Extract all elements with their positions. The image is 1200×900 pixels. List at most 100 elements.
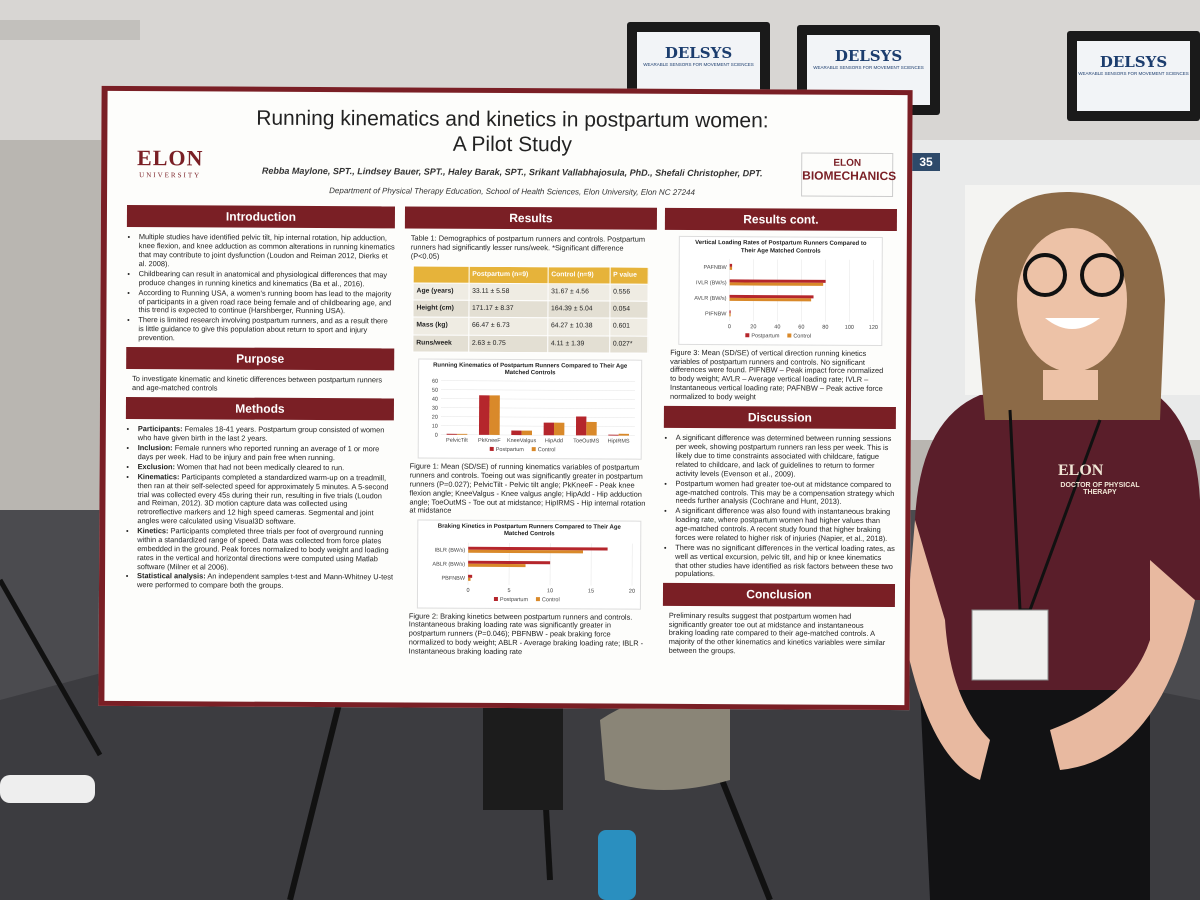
y-tick-label: PAFNBW <box>704 265 728 271</box>
sign-tagline: WEARABLE SENSORS FOR MOVEMENT SCIENCES <box>643 62 754 67</box>
x-tick-label: 0 <box>728 324 731 330</box>
bar <box>729 279 826 283</box>
chart-plot: 0 10 20 30 40 50 60 PelvicTilt PkKneeF KneeValgus… <box>432 379 636 453</box>
legend-swatch <box>493 596 498 601</box>
title-line: Running kinematics and kinetics in postp… <box>256 106 769 133</box>
bullet: A significant difference was determined … <box>676 433 896 480</box>
bar <box>575 416 587 436</box>
x-tick-label: 40 <box>774 324 780 330</box>
bullet-list: Participants: Females 18-41 years. Postp… <box>125 424 394 591</box>
bullet-label: Participants: <box>137 424 183 434</box>
chart-title: Running Kinematics of Postpartum Runners… <box>433 362 628 377</box>
bar <box>468 563 526 567</box>
lab-logo: ELON BIOMECHANICS <box>801 152 897 198</box>
bar <box>729 263 733 267</box>
legend-label: Control <box>793 333 811 339</box>
table-row: Age (years) 33.11 ± 5.58 31.67 ± 4.56 0.556 <box>413 283 649 302</box>
legend-swatch <box>489 447 494 452</box>
bullet: Participants: Females 18-41 years. Postp… <box>137 424 394 444</box>
table-row: Runs/week 2.63 ± 0.75 4.11 ± 1.39 0.027* <box>412 334 648 354</box>
grid-line <box>440 407 635 410</box>
x-tick-label: 5 <box>507 588 510 594</box>
section-heading: Conclusion <box>662 583 896 607</box>
y-tick-label: 20 <box>432 415 438 421</box>
bar <box>729 282 824 286</box>
bar <box>543 422 555 436</box>
bar <box>618 433 629 436</box>
bar <box>468 577 471 581</box>
legend-label: Control <box>538 447 556 453</box>
x-tick-label: 80 <box>822 324 828 330</box>
chart: Braking Kinetics in Postpartum Runners C… <box>416 519 642 610</box>
bar <box>729 266 733 270</box>
bottle <box>598 830 636 900</box>
header-cell: P value <box>609 267 649 285</box>
logo-text: ELON <box>137 145 204 171</box>
row-label: Height (cm) <box>412 300 469 318</box>
bar <box>489 395 500 436</box>
legend-label: Postpartum <box>500 597 529 603</box>
glasses <box>1023 253 1067 297</box>
row-label: Runs/week <box>412 334 469 353</box>
section-heading: Introduction <box>126 205 396 229</box>
section-heading: Results cont. <box>664 207 897 232</box>
bullet-text: Female runners who reported running an a… <box>137 443 380 463</box>
cell: 0.054 <box>609 301 649 319</box>
bar <box>511 430 522 436</box>
bullet: Kinetics: Participants completed three t… <box>137 526 393 573</box>
table-row: Mass (kg) 66.47 ± 6.73 64.27 ± 10.38 0.601 <box>412 317 648 336</box>
section-heading: Purpose <box>126 346 395 371</box>
cell: 2.63 ± 0.75 <box>468 334 548 353</box>
x-tick-label: 60 <box>798 324 804 330</box>
x-tick-label: 0 <box>466 587 469 593</box>
bullet: There is limited research involving post… <box>138 315 394 344</box>
caption: Figure 3: Mean (SD/SE) of vertical direc… <box>669 347 884 402</box>
y-tick-label: 50 <box>432 388 438 394</box>
badge <box>971 609 1049 681</box>
bar <box>456 434 468 435</box>
column: Introduction Multiple studies have ident… <box>125 201 396 596</box>
shirt-logo: ELON <box>1058 462 1104 479</box>
y-tick-label: 60 <box>432 379 438 385</box>
chart-title: Vertical Loading Rates of Postpartum Run… <box>695 240 867 255</box>
cell: 171.17 ± 8.37 <box>468 300 548 319</box>
y-tick-label: PBFNBW <box>442 575 466 581</box>
bar <box>468 574 473 578</box>
header-cell: Control (n=9) <box>547 266 610 285</box>
bar <box>553 422 565 436</box>
bar <box>729 294 814 299</box>
x-tick-label: 20 <box>750 324 756 330</box>
grid-line <box>441 389 636 392</box>
x-tick-label: 10 <box>547 588 553 594</box>
cell: 0.027* <box>609 335 648 354</box>
arm <box>1050 560 1195 770</box>
lab-logo-text: BIOMECHANICS <box>802 168 897 184</box>
x-tick-label: KneeValgus <box>507 438 537 444</box>
section-heading: Methods <box>125 397 394 421</box>
bullet: According to Running USA, a women's runn… <box>138 288 394 317</box>
cell: 33.11 ± 5.58 <box>468 283 548 302</box>
y-tick-label: AVLR (BW/s) <box>694 296 726 302</box>
chart: Vertical Loading Rates of Postpartum Run… <box>678 236 883 346</box>
column: Results Table 1: Demographics of postpar… <box>403 202 657 661</box>
bar <box>521 430 533 436</box>
rolled-poster <box>0 775 95 803</box>
paragraph: Preliminary results suggest that postpar… <box>668 610 886 656</box>
bar <box>468 560 551 564</box>
caption: Table 1: Demographics of postpartum runn… <box>410 233 646 261</box>
booth-number: 35 <box>912 153 940 171</box>
logo-sub: UNIVERSITY <box>139 171 202 180</box>
caption: Figure 2: Braking kinetics between postp… <box>408 611 644 657</box>
poster-title: Running kinematics and kinetics in postp… <box>227 106 797 159</box>
section-heading: Discussion <box>663 405 896 430</box>
bullet: Inclusion: Female runners who reported r… <box>137 443 394 463</box>
grid-line <box>440 416 635 419</box>
easel-leg <box>0 578 103 757</box>
sign-tagline: WEARABLE SENSORS FOR MOVEMENT SCIENCES <box>1078 71 1189 76</box>
y-tick-label: ABLR (BW/s) <box>432 561 465 567</box>
bullet: Childbearing can result in anatomical an… <box>139 269 395 289</box>
legend-swatch <box>745 333 750 338</box>
legend-label: Postpartum <box>496 447 525 453</box>
table-header: Postpartum (n=9) Control (n=9) P value <box>413 266 649 285</box>
